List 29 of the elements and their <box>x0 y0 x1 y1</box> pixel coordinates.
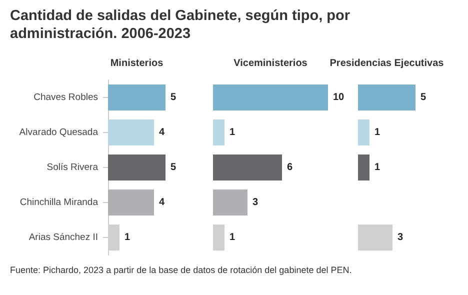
data-label: 5 <box>420 92 426 103</box>
source-note: Fuente: Pichardo, 2023 a partir de la base de datos de rotación del gabinete del PEN. <box>10 265 352 275</box>
data-label: 1 <box>124 232 130 243</box>
y-tick-label: Alvarado Quesada <box>19 127 99 138</box>
bar <box>213 84 328 110</box>
data-label: 1 <box>374 127 380 138</box>
chart-title: Cantidad de salidas del Gabinete, según tipo, por administración. 2006-2023 <box>10 7 351 43</box>
y-tick-label: Arias Sánchez II <box>28 232 98 243</box>
bar <box>213 120 224 146</box>
data-label: 1 <box>374 162 380 173</box>
chart-subtitle: Ministerios <box>110 58 164 69</box>
data-label: 4 <box>159 197 165 208</box>
data-label: 1 <box>230 232 236 243</box>
chart-subtitle: Presidencias Ejecutivas <box>330 58 444 69</box>
bar <box>213 224 224 250</box>
data-label: 3 <box>252 197 258 208</box>
bar <box>213 190 248 216</box>
data-label: 4 <box>159 127 165 138</box>
y-tick-label: Chaves Robles <box>34 92 98 103</box>
data-label: 6 <box>287 162 293 173</box>
data-label: 5 <box>170 162 176 173</box>
bar <box>213 154 282 180</box>
data-label: 3 <box>398 232 404 243</box>
y-tick-label: Chinchilla Miranda <box>20 197 99 208</box>
y-tick-label: Solís Rivera <box>46 162 99 173</box>
data-label: 1 <box>230 127 236 138</box>
data-label: 10 <box>333 92 345 103</box>
data-label: 5 <box>170 92 176 103</box>
chart-subtitle: Viceministerios <box>234 58 308 69</box>
